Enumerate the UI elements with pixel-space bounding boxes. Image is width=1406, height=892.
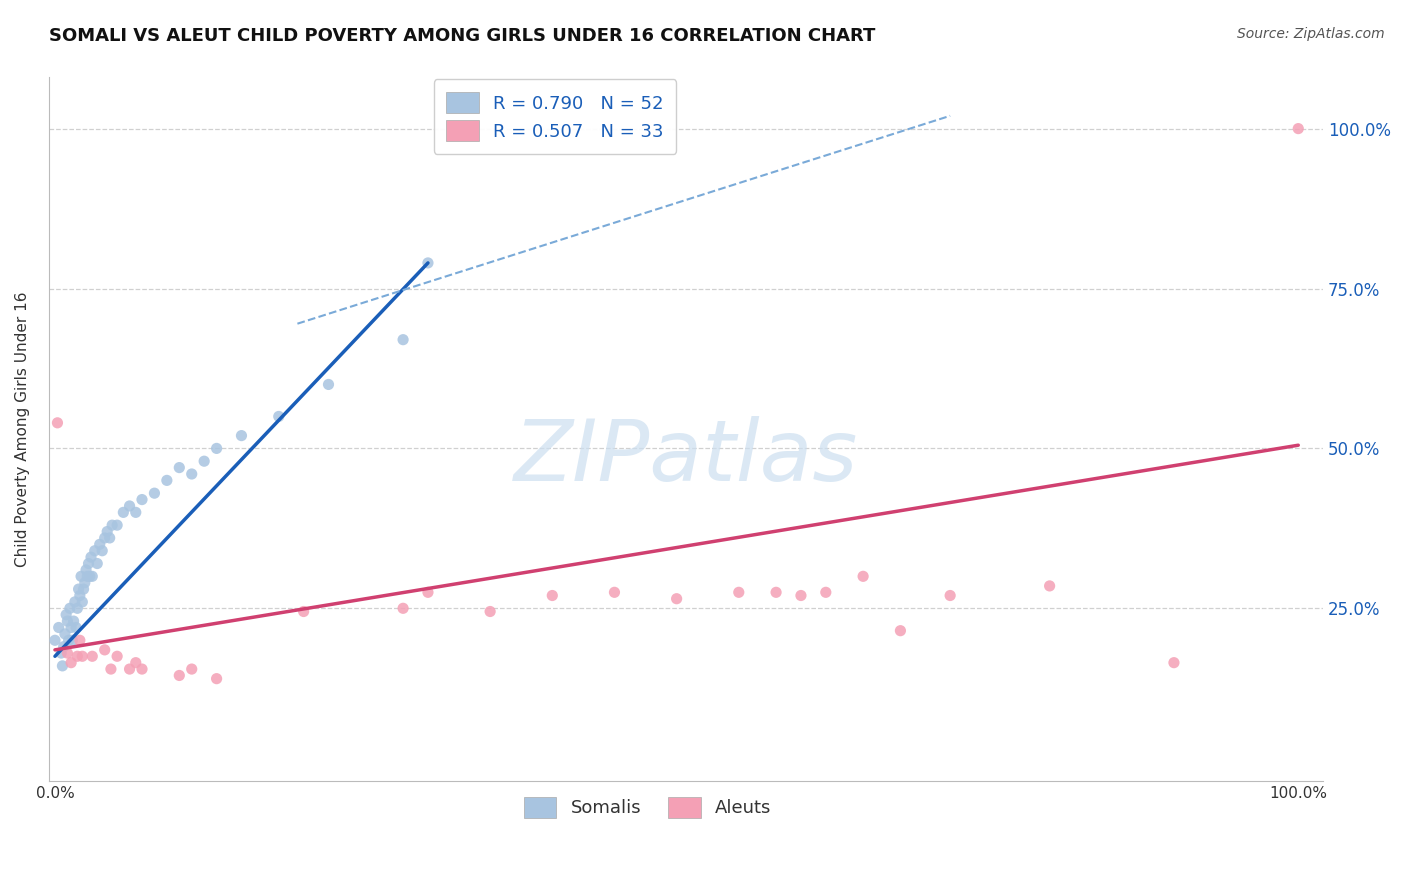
Legend: Somalis, Aleuts: Somalis, Aleuts xyxy=(516,789,779,825)
Point xyxy=(89,537,111,551)
Point xyxy=(60,633,83,648)
Point xyxy=(53,627,76,641)
Point xyxy=(46,416,69,430)
Point xyxy=(77,557,100,571)
Y-axis label: Child Poverty Among Girls Under 16: Child Poverty Among Girls Under 16 xyxy=(15,292,30,567)
Point xyxy=(169,460,191,475)
Point xyxy=(82,649,104,664)
Point xyxy=(541,589,564,603)
Point xyxy=(65,620,87,634)
Point xyxy=(814,585,837,599)
Point xyxy=(180,467,202,481)
Point xyxy=(62,614,84,628)
Point xyxy=(180,662,202,676)
Point xyxy=(58,633,80,648)
Point xyxy=(665,591,688,606)
Point xyxy=(51,658,73,673)
Point xyxy=(292,605,315,619)
Point xyxy=(1039,579,1062,593)
Point xyxy=(80,550,103,565)
Point xyxy=(156,474,179,488)
Point xyxy=(56,614,79,628)
Point xyxy=(60,620,83,634)
Point xyxy=(93,531,115,545)
Point xyxy=(60,656,83,670)
Point xyxy=(56,646,79,660)
Point xyxy=(66,601,89,615)
Point xyxy=(72,582,94,596)
Point xyxy=(91,543,114,558)
Point xyxy=(118,499,141,513)
Point xyxy=(51,646,73,660)
Point xyxy=(105,649,128,664)
Point xyxy=(98,531,121,545)
Point xyxy=(82,569,104,583)
Point xyxy=(44,633,66,648)
Point xyxy=(118,662,141,676)
Point xyxy=(205,672,228,686)
Point xyxy=(479,605,502,619)
Point xyxy=(1163,656,1185,670)
Point xyxy=(48,620,70,634)
Text: ZIPatlas: ZIPatlas xyxy=(513,416,858,499)
Point xyxy=(392,601,415,615)
Point xyxy=(66,649,89,664)
Point xyxy=(112,505,135,519)
Text: SOMALI VS ALEUT CHILD POVERTY AMONG GIRLS UNDER 16 CORRELATION CHART: SOMALI VS ALEUT CHILD POVERTY AMONG GIRL… xyxy=(49,27,876,45)
Point xyxy=(86,557,108,571)
Point xyxy=(69,633,91,648)
Point xyxy=(93,643,115,657)
Point xyxy=(70,569,93,583)
Point xyxy=(231,428,253,442)
Point xyxy=(889,624,911,638)
Point xyxy=(169,668,191,682)
Point xyxy=(416,256,439,270)
Point xyxy=(52,640,75,654)
Point xyxy=(765,585,787,599)
Point xyxy=(392,333,415,347)
Point xyxy=(131,492,153,507)
Point xyxy=(101,518,124,533)
Point xyxy=(72,649,94,664)
Point xyxy=(67,582,90,596)
Point xyxy=(727,585,749,599)
Point xyxy=(63,595,86,609)
Point xyxy=(73,575,96,590)
Point xyxy=(193,454,215,468)
Point xyxy=(75,563,97,577)
Point xyxy=(105,518,128,533)
Point xyxy=(939,589,962,603)
Point xyxy=(125,505,148,519)
Text: Source: ZipAtlas.com: Source: ZipAtlas.com xyxy=(1237,27,1385,41)
Point xyxy=(100,662,122,676)
Point xyxy=(603,585,626,599)
Point xyxy=(1286,121,1309,136)
Point xyxy=(83,543,105,558)
Point xyxy=(205,442,228,456)
Point xyxy=(131,662,153,676)
Point xyxy=(143,486,166,500)
Point xyxy=(79,569,101,583)
Point xyxy=(852,569,875,583)
Point xyxy=(96,524,118,539)
Point xyxy=(55,607,77,622)
Point xyxy=(125,656,148,670)
Point xyxy=(72,595,94,609)
Point xyxy=(790,589,813,603)
Point xyxy=(76,569,98,583)
Point xyxy=(318,377,340,392)
Point xyxy=(267,409,290,424)
Point xyxy=(59,601,82,615)
Point xyxy=(416,585,439,599)
Point xyxy=(69,589,91,603)
